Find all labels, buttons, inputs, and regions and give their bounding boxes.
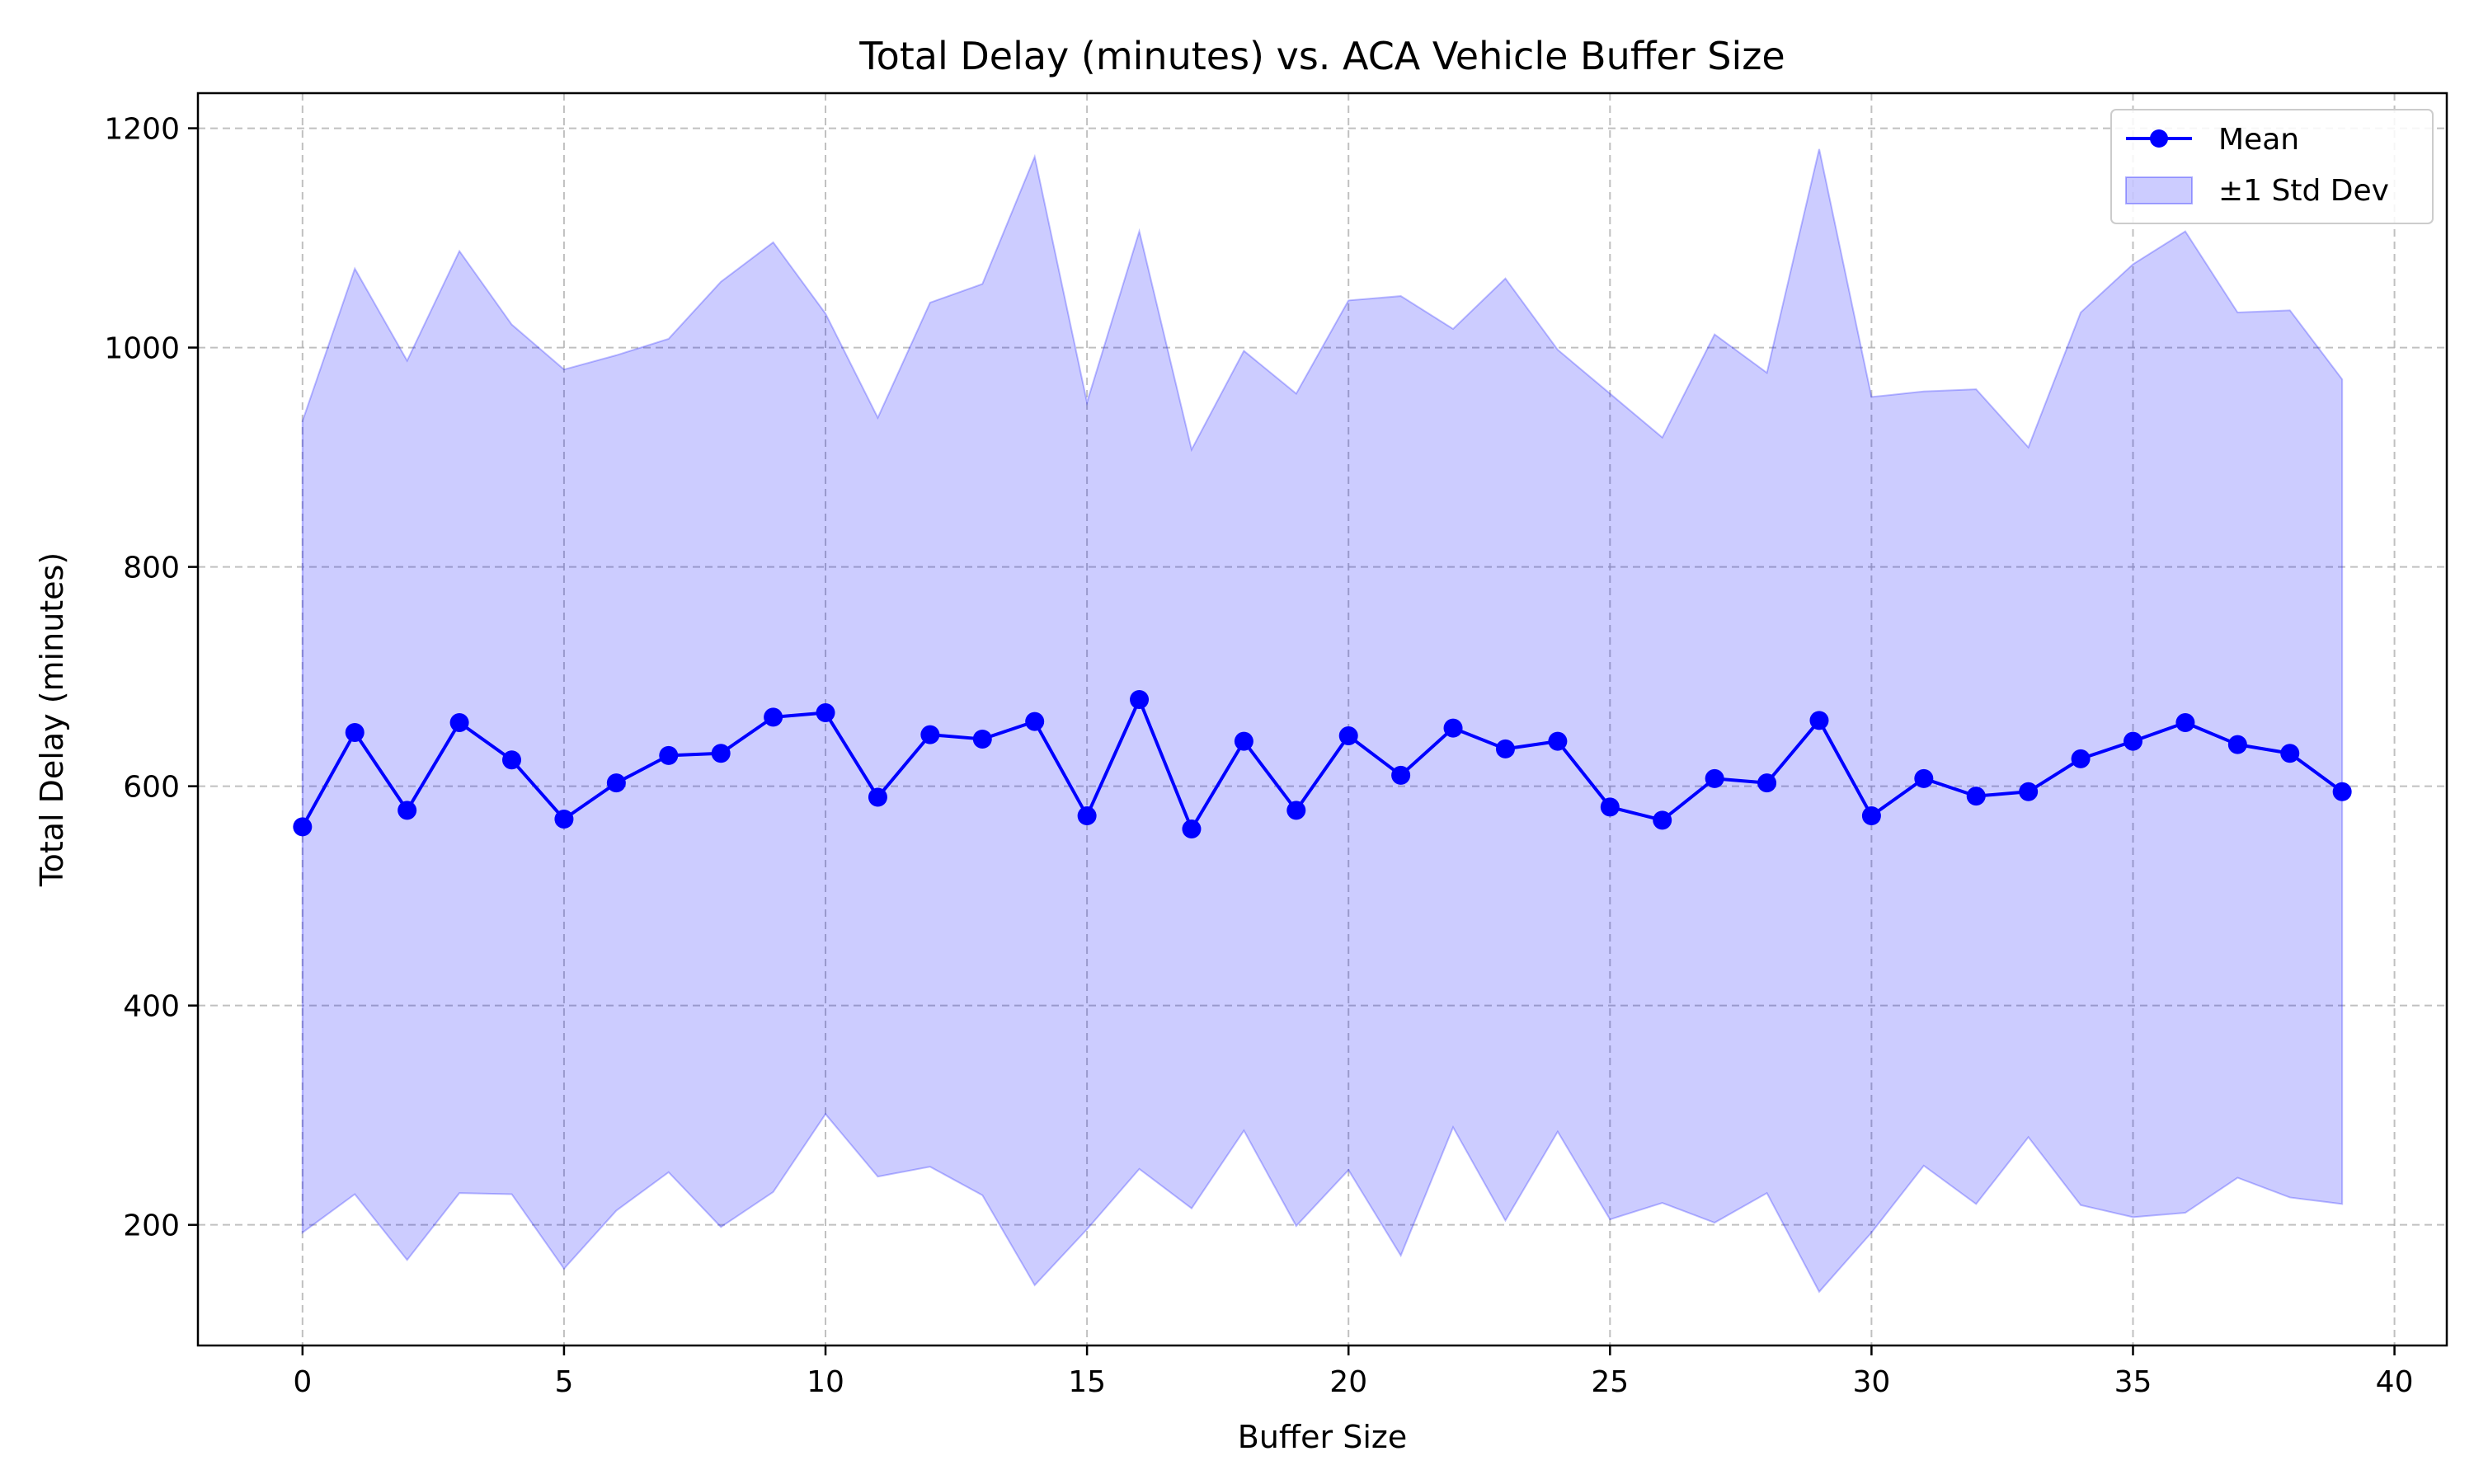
mean-point — [345, 722, 365, 742]
y-tick-label: 400 — [123, 990, 180, 1024]
legend-label-std-dev: ±1 Std Dev — [2218, 174, 2389, 208]
mean-point — [2227, 735, 2247, 754]
y-tick-label: 200 — [123, 1209, 180, 1243]
mean-line — [301, 697, 2344, 831]
mean-point — [2071, 749, 2091, 768]
y-tick-label: 1000 — [104, 332, 180, 366]
mean-point — [502, 750, 522, 770]
x-tick-label: 25 — [1591, 1365, 1629, 1399]
mean-point — [1495, 739, 1515, 758]
x-tick-label: 40 — [2376, 1365, 2414, 1399]
x-axis-title: Buffer Size — [1238, 1419, 1407, 1455]
y-tick-label: 600 — [123, 771, 180, 805]
mean-point — [1077, 806, 1097, 826]
mean-point — [659, 745, 679, 765]
mean-point — [920, 725, 940, 744]
mean-point — [449, 712, 469, 732]
mean-point — [1130, 690, 1150, 710]
y-axis-ticks: 200 400 600 800 1000 1200 — [104, 113, 198, 1243]
mean-point — [1025, 711, 1045, 731]
mean-point — [2123, 731, 2142, 751]
mean-point — [1391, 765, 1411, 785]
legend: Mean ±1 Std Dev — [2110, 109, 2434, 224]
mean-point — [2175, 712, 2195, 732]
mean-point — [868, 787, 887, 807]
x-tick-label: 5 — [554, 1365, 573, 1399]
x-tick-label: 15 — [1068, 1365, 1106, 1399]
mean-point — [1600, 797, 1620, 817]
mean-point — [1182, 819, 1202, 839]
mean-point — [1548, 731, 1568, 751]
x-axis-ticks: 0 5 10 15 20 25 30 35 40 — [293, 1345, 2413, 1399]
mean-point — [711, 744, 731, 763]
mean-point — [1338, 726, 1358, 745]
x-tick-label: 35 — [2114, 1365, 2152, 1399]
x-tick-label: 20 — [1329, 1365, 1367, 1399]
mean-point — [816, 703, 835, 723]
mean-point — [1914, 768, 1934, 788]
plot-frame — [196, 92, 2448, 1347]
mean-point — [397, 801, 417, 820]
mean-point — [2332, 782, 2352, 801]
mean-point — [2019, 782, 2039, 801]
mean-series-layer — [293, 690, 2352, 839]
mean-point — [1809, 711, 1829, 730]
mean-point — [764, 707, 783, 727]
mean-point — [1234, 731, 1253, 751]
mean-point — [606, 773, 626, 793]
mean-point — [1653, 810, 1672, 830]
mean-point — [1286, 801, 1306, 820]
mean-point — [1861, 806, 1881, 826]
mean-point — [1757, 773, 1777, 793]
mean-point — [972, 729, 992, 749]
chart-title: Total Delay (minutes) vs. ACA Vehicle Bu… — [858, 34, 1785, 78]
legend-label-mean: Mean — [2218, 123, 2299, 157]
mean-point — [2280, 744, 2300, 763]
x-tick-label: 30 — [1852, 1365, 1890, 1399]
grid — [198, 93, 2447, 1345]
y-tick-label: 800 — [123, 552, 180, 585]
std-dev-band — [301, 148, 2344, 1294]
x-tick-label: 10 — [807, 1365, 844, 1399]
legend-band-swatch — [2125, 176, 2193, 204]
x-tick-label: 0 — [293, 1365, 312, 1399]
mean-point — [554, 810, 574, 829]
mean-point — [293, 817, 313, 837]
y-axis-title: Total Delay (minutes) — [34, 552, 70, 887]
std-dev-band-layer — [301, 148, 2344, 1294]
mean-point — [1443, 718, 1463, 738]
mean-point — [1966, 787, 1986, 806]
legend-mean-marker — [2150, 129, 2168, 148]
mean-point — [1705, 768, 1724, 788]
y-tick-label: 1200 — [104, 113, 180, 147]
